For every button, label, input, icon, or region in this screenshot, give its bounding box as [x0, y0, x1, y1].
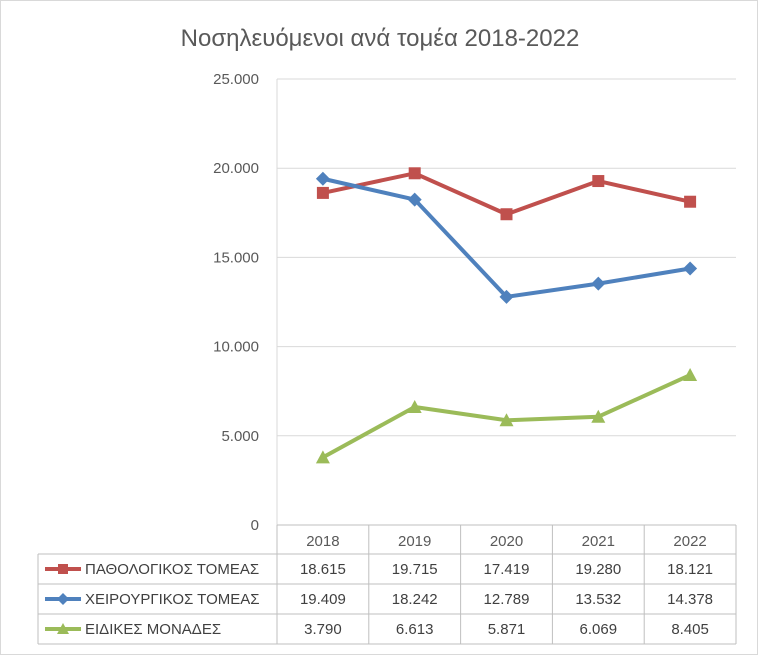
legend-key-marker	[58, 564, 68, 574]
data-point	[684, 195, 697, 208]
y-axis: 0 5.000 10.000 15.000 20.000 25.000	[213, 71, 278, 534]
x-tick-label: 2021	[582, 533, 615, 550]
data-point	[315, 171, 330, 186]
data-label: 6.069	[580, 621, 618, 638]
y-tick-label: 0	[251, 517, 259, 534]
data-label: 6.613	[396, 621, 434, 638]
legend-label: ΠΑΘΟΛΟΓΙΚΟΣ ΤΟΜΕΑΣ	[85, 561, 259, 578]
x-tick-label: 2019	[398, 533, 431, 550]
chart-title: Νοσηλευόμενοι ανά τομέα 2018-2022	[181, 25, 580, 52]
data-table: 2018 2019 2020 2021 2022 ΠΑΘΟΛΟΓΙΚΟΣ ΤΟΜΕΑΣ 18…	[37, 524, 737, 645]
data-point	[500, 208, 513, 221]
data-point	[316, 186, 329, 199]
series-1	[316, 167, 697, 221]
legend-label: ΕΙΔΙΚΕΣ ΜΟΝΑΔΕΣ	[85, 621, 221, 638]
data-label: 18.242	[392, 591, 438, 608]
data-point	[407, 192, 422, 207]
series-2	[315, 171, 698, 304]
data-point	[592, 175, 605, 188]
data-label: 17.419	[484, 561, 530, 578]
x-tick-label: 2022	[673, 533, 706, 550]
data-point	[591, 409, 606, 423]
series-line	[320, 176, 693, 299]
legend-label: ΧΕΙΡΟΥΡΓΙΚΟΣ ΤΟΜΕΑΣ	[85, 591, 260, 608]
y-tick-label: 15.000	[213, 249, 259, 266]
series-3	[315, 368, 698, 464]
data-label: 13.532	[575, 591, 621, 608]
y-tick-label: 20.000	[213, 160, 259, 177]
x-tick-label: 2020	[490, 533, 523, 550]
data-label: 14.378	[667, 591, 713, 608]
legend-key-marker	[57, 623, 69, 634]
x-tick-label: 2018	[306, 533, 339, 550]
data-point	[408, 167, 421, 180]
legend-key-marker	[57, 593, 69, 605]
y-tick-label: 5.000	[221, 428, 259, 445]
y-tick-label: 25.000	[213, 71, 259, 88]
data-label: 19.280	[575, 561, 621, 578]
data-label: 12.789	[484, 591, 530, 608]
data-point	[591, 276, 606, 291]
data-point	[683, 368, 698, 382]
data-label: 5.871	[488, 621, 526, 638]
series-line	[320, 171, 693, 217]
data-point	[407, 400, 422, 414]
data-point	[315, 450, 330, 464]
data-point	[499, 289, 514, 304]
data-label: 18.615	[300, 561, 346, 578]
data-label: 19.409	[300, 591, 346, 608]
data-label: 3.790	[304, 621, 342, 638]
series-group	[315, 167, 698, 464]
data-label: 18.121	[667, 561, 713, 578]
grid-lines	[277, 78, 736, 437]
y-tick-label: 10.000	[213, 339, 259, 356]
data-label: 8.405	[671, 621, 709, 638]
data-label: 19.715	[392, 561, 438, 578]
data-point	[683, 261, 698, 276]
data-point	[499, 413, 514, 427]
